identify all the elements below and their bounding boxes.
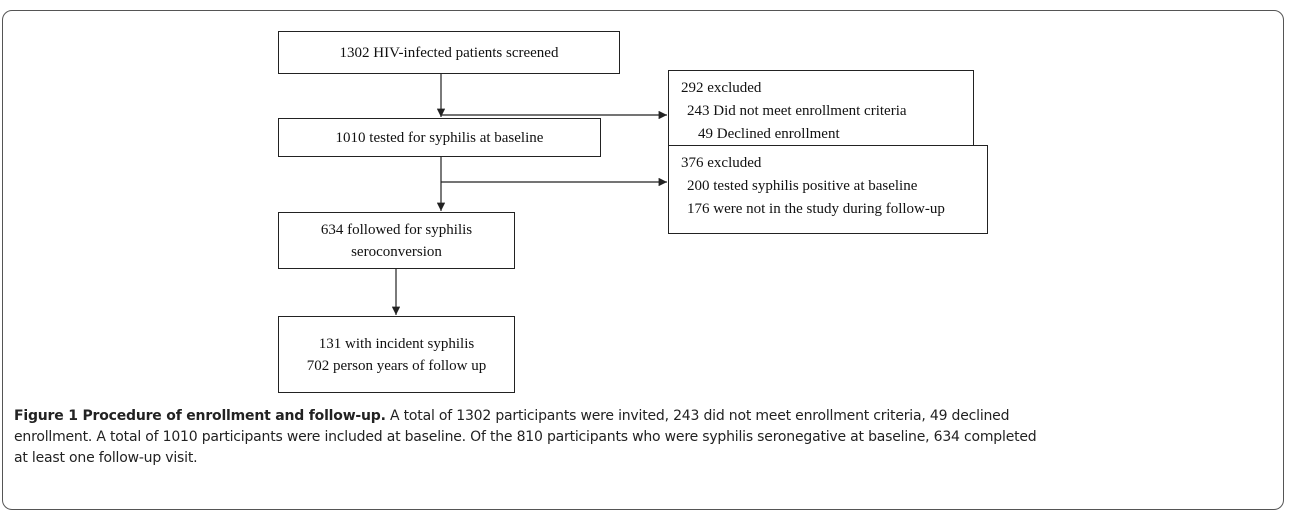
exclusion-box: 376 excluded 200 tested syphilis positiv… xyxy=(668,145,988,234)
caption: Figure 1 Procedure of enrollment and fol… xyxy=(14,406,1284,469)
flow-box: 634 followed for syphilis seroconversion xyxy=(278,212,515,269)
box-text: 200 tested syphilis positive at baseline xyxy=(687,178,918,194)
caption-label: Figure 1 Procedure of enrollment and fol… xyxy=(14,408,386,424)
box-text: 131 with incident syphilis xyxy=(318,335,475,352)
box-text: 1010 tested for syphilis at baseline xyxy=(335,129,544,146)
flow-box: 131 with incident syphilis 702 person ye… xyxy=(278,316,515,393)
box-text: 702 person years of follow up xyxy=(306,357,487,374)
box-text: 634 followed for syphilis xyxy=(320,221,473,238)
box-text: 376 excluded xyxy=(681,155,762,171)
flow-box: 1302 HIV-infected patients screened xyxy=(278,31,620,74)
box-text: 243 Did not meet enrollment criteria xyxy=(687,103,907,119)
caption-text: enrollment. A total of 1010 participants… xyxy=(14,429,1037,445)
box-text: 1302 HIV-infected patients screened xyxy=(339,44,559,61)
caption-text: at least one follow-up visit. xyxy=(14,450,198,466)
arrows xyxy=(391,73,667,315)
flow-box: 1010 tested for syphilis at baseline xyxy=(278,118,601,157)
caption-text: A total of 1302 participants were invite… xyxy=(390,408,1010,424)
box-text: seroconversion xyxy=(351,243,442,260)
page: 1302 HIV-infected patients screened 292 … xyxy=(2,10,1284,510)
box-text: 49 Declined enrollment xyxy=(698,126,840,142)
box-text: 292 excluded xyxy=(681,80,762,96)
box-text: 176 were not in the study during follow-… xyxy=(687,201,945,217)
